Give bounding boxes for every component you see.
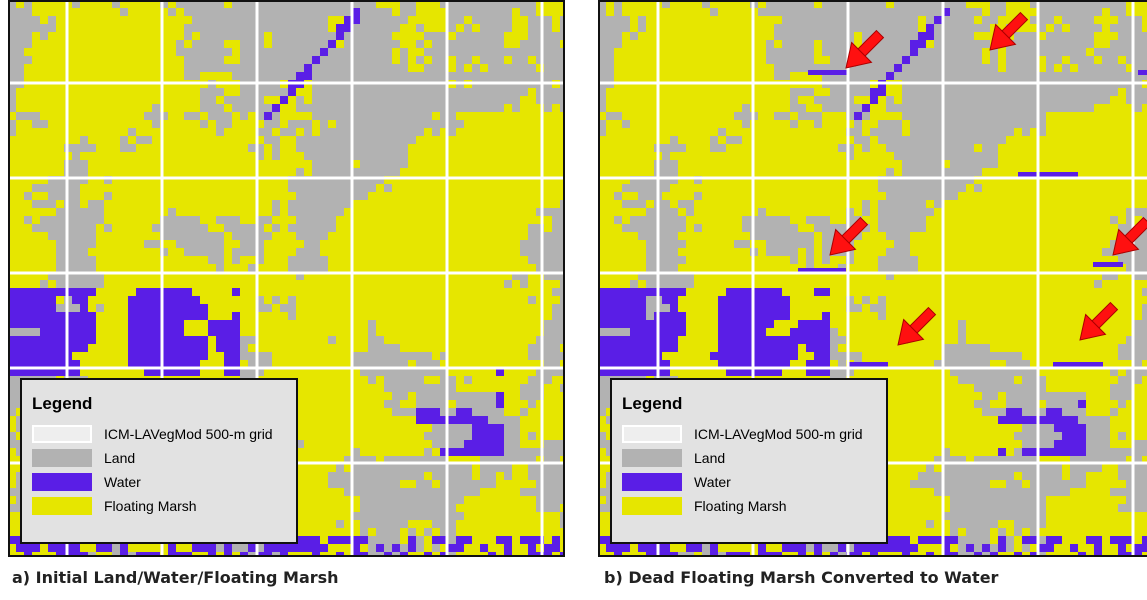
- legend-item: Water: [32, 470, 286, 494]
- caption: b) Dead Floating Marsh Converted to Wate…: [604, 568, 998, 587]
- swatch: [32, 473, 92, 491]
- swatch: [32, 425, 92, 443]
- map-panel: Legend ICM-LAVegMod 500-m grid Land Wate…: [598, 0, 1147, 557]
- legend-item: Floating Marsh: [622, 494, 876, 518]
- legend-item: Water: [622, 470, 876, 494]
- legend: Legend ICM-LAVegMod 500-m grid Land Wate…: [610, 378, 888, 544]
- legend-item: Land: [32, 446, 286, 470]
- caption: a) Initial Land/Water/Floating Marsh: [12, 568, 339, 587]
- legend-label: ICM-LAVegMod 500-m grid: [694, 426, 863, 442]
- legend-item: ICM-LAVegMod 500-m grid: [32, 422, 286, 446]
- map-panel: Legend ICM-LAVegMod 500-m grid Land Wate…: [8, 0, 565, 557]
- page: Legend ICM-LAVegMod 500-m grid Land Wate…: [0, 0, 1147, 600]
- legend-item: ICM-LAVegMod 500-m grid: [622, 422, 876, 446]
- swatch: [622, 473, 682, 491]
- legend-label: Floating Marsh: [104, 498, 197, 514]
- legend-item: Floating Marsh: [32, 494, 286, 518]
- legend-label: ICM-LAVegMod 500-m grid: [104, 426, 273, 442]
- legend-label: Water: [104, 474, 141, 490]
- legend-label: Land: [104, 450, 135, 466]
- swatch: [32, 497, 92, 515]
- legend-title: Legend: [622, 394, 876, 414]
- legend-title: Legend: [32, 394, 286, 414]
- legend-label: Land: [694, 450, 725, 466]
- swatch: [32, 449, 92, 467]
- legend-label: Water: [694, 474, 731, 490]
- legend: Legend ICM-LAVegMod 500-m grid Land Wate…: [20, 378, 298, 544]
- legend-item: Land: [622, 446, 876, 470]
- swatch: [622, 425, 682, 443]
- swatch: [622, 449, 682, 467]
- swatch: [622, 497, 682, 515]
- legend-label: Floating Marsh: [694, 498, 787, 514]
